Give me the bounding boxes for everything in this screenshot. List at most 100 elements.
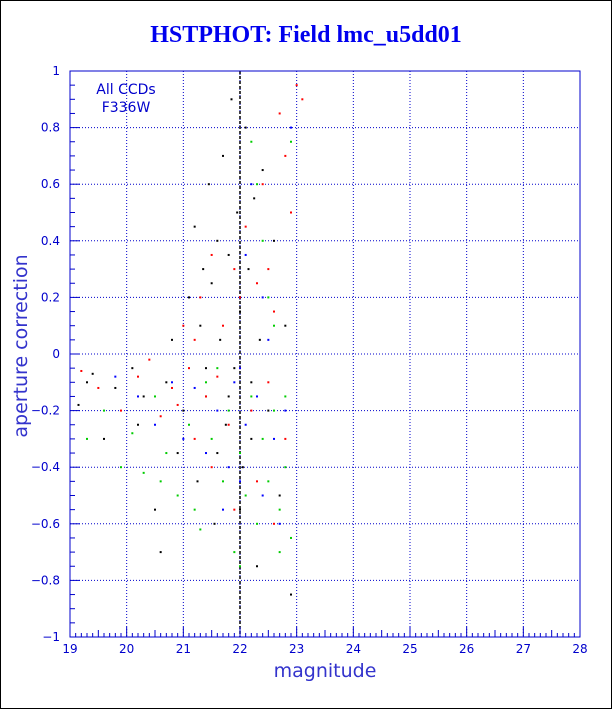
- data-point: [205, 395, 207, 398]
- data-point: [165, 452, 168, 455]
- data-point: [159, 415, 162, 418]
- grid: [69, 70, 581, 638]
- data-point: [273, 437, 275, 440]
- data-point: [188, 423, 190, 426]
- data-point: [182, 437, 185, 440]
- data-point: [267, 338, 270, 341]
- x-tick-label: 21: [176, 642, 191, 656]
- data-point: [148, 358, 151, 361]
- data-point: [278, 551, 281, 554]
- data-point: [216, 367, 219, 370]
- data-point: [193, 508, 196, 511]
- data-point: [131, 367, 134, 370]
- data-point: [250, 437, 253, 440]
- data-point: [219, 338, 222, 341]
- data-point: [222, 324, 224, 327]
- data-point: [137, 423, 139, 426]
- data-point: [159, 480, 162, 483]
- data-point: [290, 593, 292, 596]
- data-point: [77, 403, 80, 406]
- data-point: [290, 126, 292, 129]
- y-tick-label: −1: [42, 630, 60, 644]
- x-tick-label: 20: [119, 642, 134, 656]
- x-tick-label: 24: [346, 642, 361, 656]
- data-point: [267, 381, 270, 384]
- data-point: [273, 324, 275, 327]
- data-point: [273, 310, 275, 313]
- data-point: [278, 494, 281, 497]
- data-point: [301, 98, 304, 101]
- x-tick-label: 27: [516, 642, 531, 656]
- data-point: [227, 395, 230, 398]
- data-point: [233, 367, 236, 370]
- data-point: [193, 225, 196, 228]
- y-tick-label: 0.8: [41, 121, 60, 135]
- data-point: [227, 253, 230, 256]
- data-point: [250, 140, 253, 143]
- data-point: [216, 239, 219, 242]
- data-point: [295, 84, 298, 87]
- data-point: [227, 423, 230, 426]
- data-point: [137, 395, 139, 398]
- data-point: [207, 183, 210, 186]
- data-point: [142, 471, 145, 474]
- y-tick-label: 1: [52, 64, 60, 78]
- y-tick-label: 0.2: [41, 290, 60, 304]
- data-point: [256, 565, 258, 568]
- data-point: [267, 296, 270, 299]
- data-point: [154, 508, 156, 511]
- data-point: [182, 324, 185, 327]
- data-point: [137, 375, 139, 378]
- data-point: [86, 381, 88, 384]
- y-axis-label: aperture correction: [10, 254, 32, 437]
- data-point: [165, 381, 168, 384]
- data-point: [284, 466, 287, 469]
- data-point: [290, 536, 292, 539]
- data-point: [233, 381, 236, 384]
- data-point: [222, 480, 224, 483]
- data-point: [239, 310, 241, 313]
- data-point: [239, 452, 241, 455]
- data-point: [250, 409, 253, 412]
- data-point: [256, 480, 258, 483]
- data-point: [199, 324, 202, 327]
- data-point: [227, 409, 230, 412]
- data-point: [239, 296, 241, 299]
- data-point: [256, 395, 258, 398]
- data-point: [154, 395, 156, 398]
- data-point: [205, 381, 207, 384]
- data-point: [290, 140, 292, 143]
- data-point: [239, 565, 241, 568]
- data-point: [154, 423, 156, 426]
- data-point: [103, 437, 105, 440]
- y-tick-label: 0.6: [41, 177, 60, 191]
- y-tick-label: −0.4: [31, 460, 60, 474]
- data-point: [182, 409, 185, 412]
- data-point: [193, 386, 196, 389]
- data-point: [210, 282, 213, 285]
- data-point: [188, 367, 190, 370]
- data-point: [103, 409, 105, 412]
- data-point: [236, 211, 239, 214]
- data-point: [80, 369, 83, 372]
- x-tick-label: 25: [402, 642, 417, 656]
- data-point: [171, 386, 173, 389]
- data-point: [250, 395, 253, 398]
- data-point: [244, 423, 247, 426]
- data-point: [114, 375, 117, 378]
- data-point: [176, 403, 179, 406]
- y-tick-label: −0.2: [31, 404, 60, 418]
- ticks: [69, 70, 581, 638]
- data-point: [244, 126, 247, 129]
- data-point: [284, 154, 287, 157]
- data-point: [261, 296, 264, 299]
- data-point: [216, 409, 219, 412]
- data-point: [241, 466, 244, 469]
- data-point: [244, 253, 247, 256]
- data-point: [261, 169, 264, 172]
- data-point: [210, 466, 213, 469]
- y-tick-label: 0.4: [41, 234, 60, 248]
- data-point: [267, 409, 270, 412]
- annotation-ccds: All CCDs: [96, 82, 155, 98]
- data-point: [247, 268, 250, 271]
